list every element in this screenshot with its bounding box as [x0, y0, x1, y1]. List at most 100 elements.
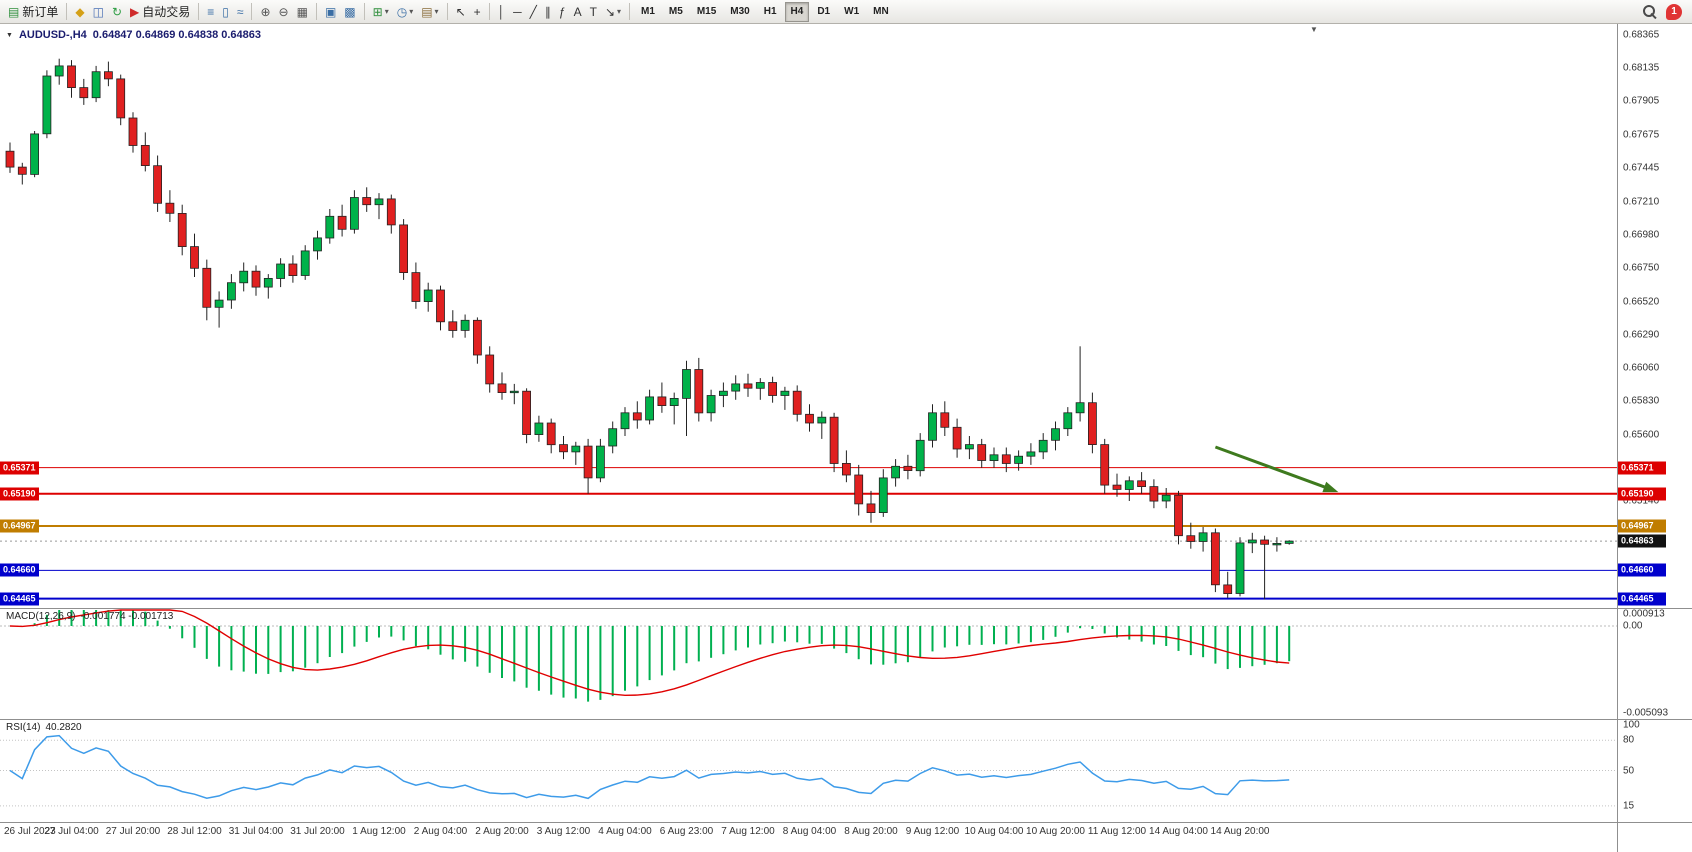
time-label[interactable]: 26 Jul 2023 — [4, 826, 56, 837]
timeframe-mn[interactable]: MN — [873, 6, 889, 17]
time-label[interactable]: 4 Aug 04:00 — [598, 826, 652, 837]
price-axis-label[interactable]: 0.65600 — [1623, 429, 1660, 440]
symbol-menu-icon[interactable]: ▼ — [6, 31, 13, 39]
text-icon[interactable]: A — [571, 2, 585, 22]
time-label[interactable]: 14 Aug 20:00 — [1210, 826, 1270, 837]
time-label[interactable]: 31 Jul 04:00 — [228, 826, 284, 837]
time-label[interactable]: 6 Aug 23:00 — [659, 826, 714, 837]
periods-button[interactable]: ◷ ▾ — [394, 2, 417, 22]
time-label[interactable]: 9 Aug 12:00 — [905, 826, 960, 837]
cascade-windows-icon[interactable]: ▩ — [341, 2, 358, 22]
time-label[interactable]: 28 Jul 12:00 — [167, 826, 222, 837]
price-axis-label[interactable]: 0.65830 — [1623, 395, 1660, 407]
price-axis-label[interactable]: 0.67905 — [1623, 95, 1660, 107]
time-label[interactable]: 3 Aug 12:00 — [536, 826, 591, 837]
rsi-axis-label[interactable]: 100 — [1623, 719, 1640, 731]
macd-axis-label[interactable]: 0.00 — [1623, 620, 1643, 632]
price-axis-label[interactable]: 0.66290 — [1623, 329, 1660, 341]
templates-button[interactable]: ▤ ▾ — [418, 2, 441, 22]
timeframe-m5[interactable]: M5 — [668, 6, 683, 17]
current-price-tag[interactable]: 0.64863 — [1618, 534, 1666, 548]
timeframe-m15[interactable]: M15 — [696, 6, 717, 17]
zoom-in-icon[interactable]: ⊕ — [257, 2, 273, 22]
autotrading-button[interactable]: ▶ 自动交易 — [127, 2, 193, 22]
price-axis-label[interactable]: 0.66750 — [1623, 262, 1660, 274]
timeframe-h4[interactable]: H4 — [784, 1, 810, 22]
price-axis-label[interactable]: 0.66060 — [1623, 362, 1660, 374]
price-line-tag-right[interactable]: 0.65371 — [1618, 461, 1666, 475]
macd-panel-divider[interactable] — [0, 608, 1692, 609]
bar-chart-icon[interactable]: ≡ — [204, 2, 217, 22]
timeframe-m1[interactable]: M1 — [641, 6, 655, 17]
indicators-button[interactable]: ⊞ ▾ — [370, 2, 392, 22]
price-line-tag-left[interactable]: 0.64967 — [0, 519, 39, 533]
time-label[interactable]: 8 Aug 04:00 — [782, 826, 837, 837]
price-axis-divider[interactable] — [1617, 24, 1618, 852]
timeframe-h1[interactable]: H1 — [763, 6, 777, 17]
data-window-icon[interactable]: ◫ — [90, 2, 107, 22]
refresh-icon[interactable]: ↻ — [109, 2, 125, 22]
tile-windows-icon[interactable]: ▦ — [294, 2, 311, 22]
time-label[interactable]: 14 Aug 04:00 — [1149, 826, 1208, 837]
price-line-tag-left[interactable]: 0.65190 — [0, 487, 39, 501]
time-label[interactable]: 10 Aug 04:00 — [964, 826, 1024, 837]
price-axis-label[interactable]: 0.65140 — [1623, 495, 1660, 507]
time-label[interactable]: 2 Aug 20:00 — [475, 826, 529, 837]
timeframe-w1[interactable]: W1 — [844, 6, 860, 17]
price-axis-label[interactable]: 0.66980 — [1623, 229, 1660, 241]
vertical-line-icon[interactable]: │ — [495, 2, 509, 22]
macd-axis-label[interactable]: 0.000913 — [1623, 608, 1665, 620]
new-order-button[interactable]: ▤ 新订单 — [5, 2, 61, 22]
line-chart-icon[interactable]: ≈ — [234, 2, 247, 22]
label-icon[interactable]: T — [587, 2, 600, 22]
price-axis-label[interactable]: 0.67210 — [1623, 196, 1660, 208]
time-label[interactable]: 11 Aug 12:00 — [1087, 826, 1147, 837]
fibonacci-icon[interactable]: ƒ — [556, 2, 569, 22]
price-axis-label[interactable]: 0.66520 — [1623, 296, 1660, 307]
zoom-out-icon[interactable]: ⊖ — [276, 2, 292, 22]
horizontal-line-icon[interactable]: ─ — [510, 2, 525, 22]
time-label[interactable]: 1 Aug 12:00 — [352, 826, 406, 837]
chart-shift-marker[interactable]: ▼ — [1310, 25, 1318, 34]
trendline-icon[interactable]: ╱ — [527, 2, 540, 22]
dropdown-caret-icon[interactable]: ▾ — [384, 7, 389, 16]
price-line-tag-right[interactable]: 0.64967 — [1618, 519, 1666, 533]
main-chart[interactable] — [0, 58, 1617, 600]
time-label[interactable]: 31 Jul 20:00 — [290, 826, 345, 837]
price-axis-label[interactable]: 0.68365 — [1623, 29, 1660, 41]
price-line-tag-right[interactable]: 0.65190 — [1618, 487, 1666, 501]
rsi-panel-divider[interactable] — [0, 719, 1692, 720]
annotation-arrow[interactable] — [1214, 445, 1339, 493]
rsi-indicator[interactable] — [0, 734, 1617, 807]
market-watch-icon[interactable]: ◆ — [72, 2, 87, 22]
price-line-tag-left[interactable]: 0.64465 — [0, 592, 39, 606]
price-line-tag-right[interactable]: 0.64465 — [1618, 592, 1666, 606]
dropdown-caret-icon[interactable]: ▾ — [434, 7, 439, 16]
price-axis-label[interactable]: 0.68135 — [1623, 62, 1660, 74]
price-axis-label[interactable]: 0.67445 — [1623, 162, 1660, 174]
rsi-axis-label[interactable]: 80 — [1623, 734, 1635, 746]
time-label[interactable]: 8 Aug 20:00 — [844, 826, 898, 837]
price-line-tag-left[interactable]: 0.65371 — [0, 461, 39, 475]
time-label[interactable]: 2 Aug 04:00 — [413, 826, 468, 837]
arrows-button[interactable]: ↘ ▾ — [602, 2, 624, 22]
time-label[interactable]: 7 Aug 12:00 — [721, 826, 775, 837]
search-icon[interactable] — [1642, 4, 1658, 20]
timeframe-m30[interactable]: M30 — [730, 6, 750, 17]
time-label[interactable]: 10 Aug 20:00 — [1026, 826, 1085, 837]
price-line-tag-left[interactable]: 0.64660 — [0, 563, 39, 577]
time-label[interactable]: 27 Jul 04:00 — [44, 826, 99, 837]
channel-icon[interactable]: ∥ — [542, 2, 554, 22]
cursor-icon[interactable]: ↖ — [453, 2, 469, 22]
price-line-tag-right[interactable]: 0.64660 — [1618, 563, 1666, 577]
price-axis-label[interactable]: 0.67675 — [1623, 129, 1660, 141]
dropdown-caret-icon[interactable]: ▾ — [409, 7, 414, 16]
candlestick-chart-icon[interactable]: ▯ — [219, 2, 232, 22]
crosshair-icon[interactable]: + — [471, 2, 484, 22]
macd-axis-label[interactable]: -0.005093 — [1623, 707, 1669, 719]
time-label[interactable]: 27 Jul 20:00 — [105, 826, 161, 837]
notification-badge[interactable]: 1 — [1666, 3, 1682, 20]
auto-arrange-icon[interactable]: ▣ — [322, 2, 339, 22]
rsi-axis-label[interactable]: 50 — [1623, 765, 1635, 776]
timeframe-d1[interactable]: D1 — [817, 6, 831, 17]
